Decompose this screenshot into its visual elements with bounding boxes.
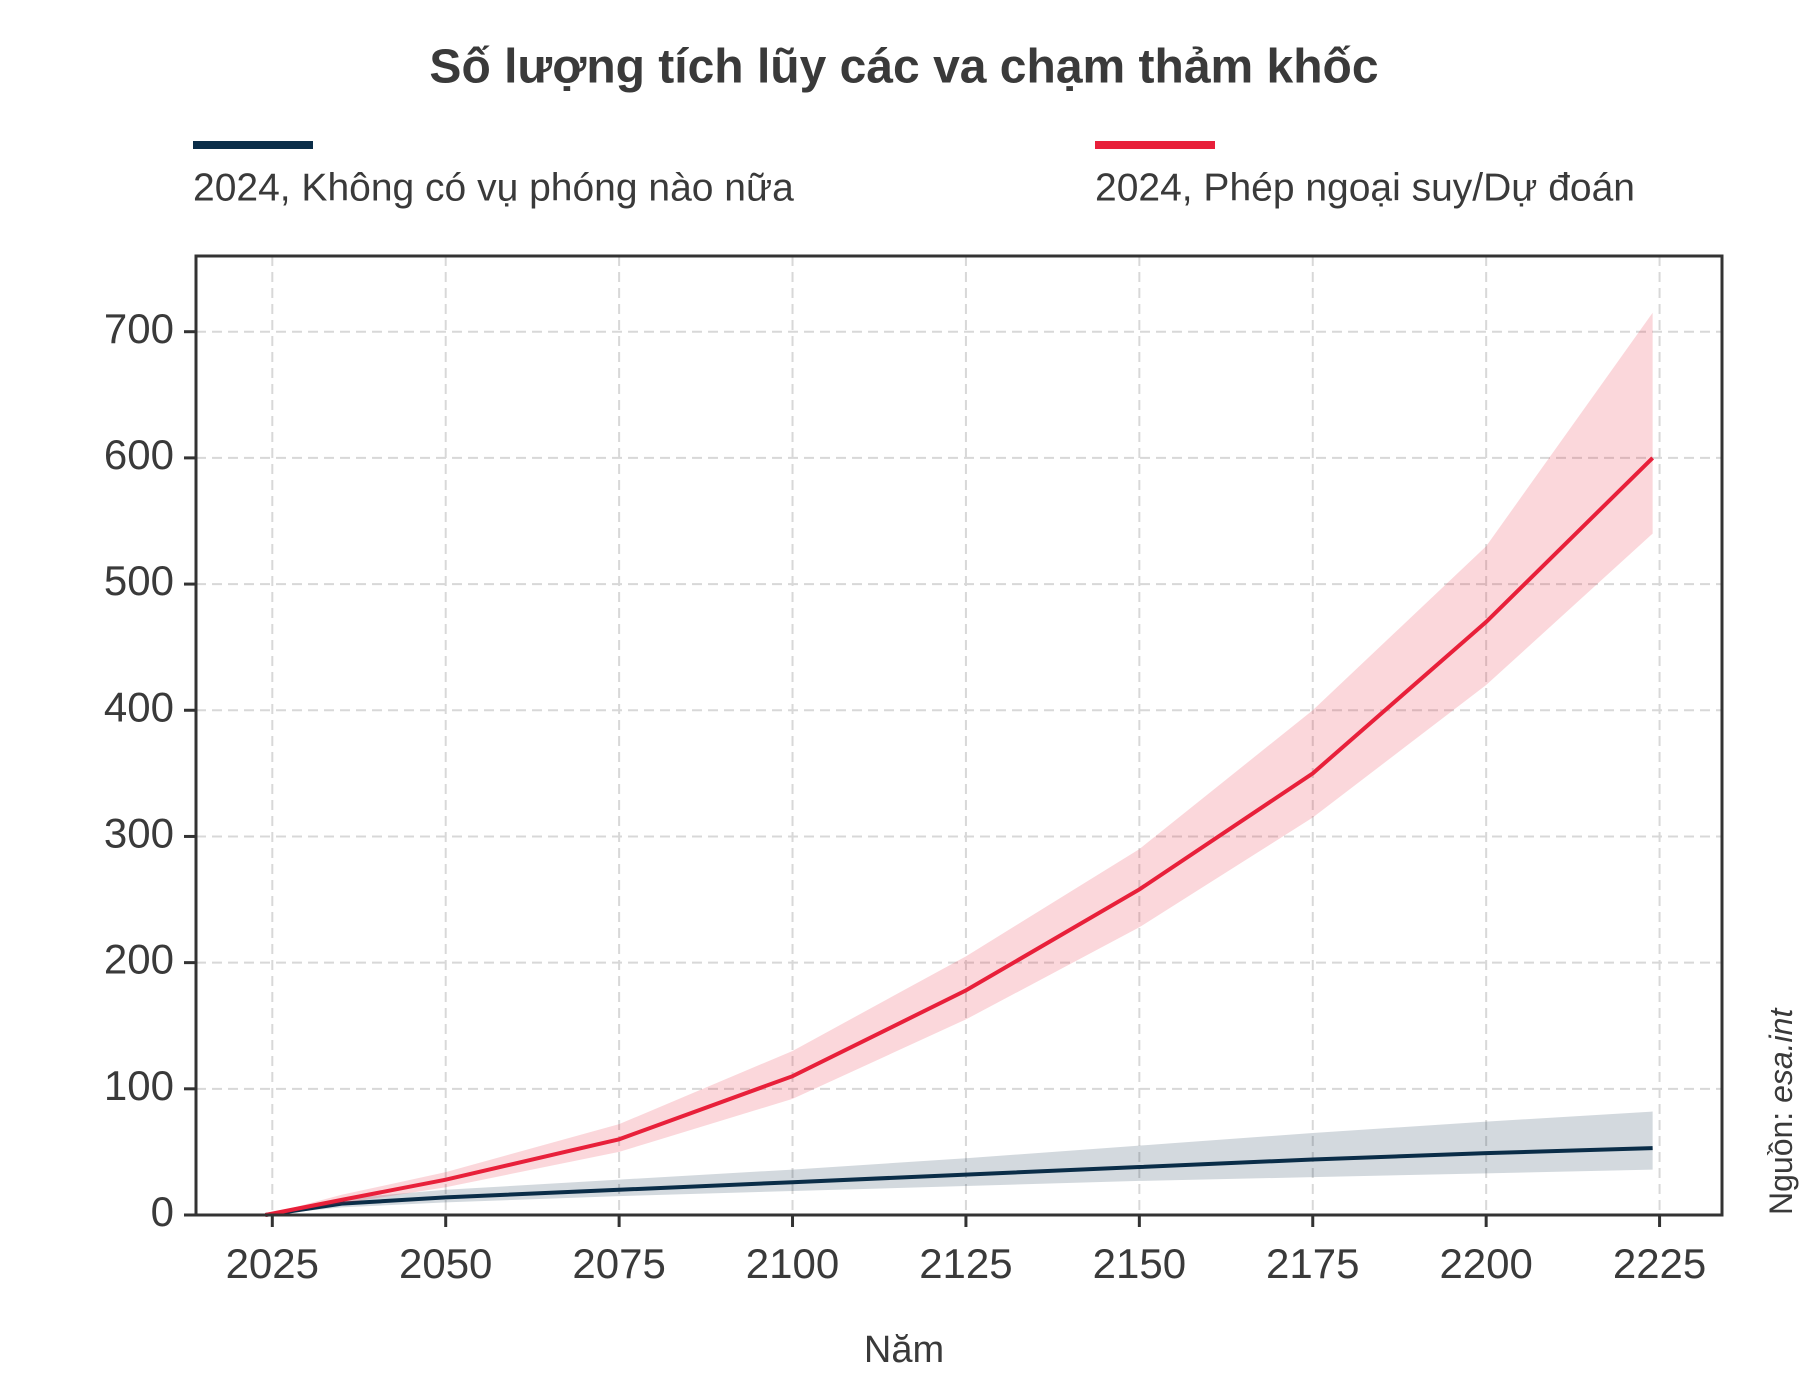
source-site: esa.int bbox=[1763, 1008, 1799, 1103]
chart-title: Số lượng tích lũy các va chạm thảm khốc bbox=[429, 41, 1378, 94]
y-tick-label: 200 bbox=[104, 936, 174, 983]
x-tick-label: 2100 bbox=[746, 1240, 839, 1287]
series-line bbox=[265, 1146, 1653, 1217]
x-tick-label: 2050 bbox=[399, 1240, 492, 1287]
x-tick-label: 2150 bbox=[1093, 1240, 1186, 1287]
y-tick-label: 400 bbox=[104, 683, 174, 730]
x-axis-label: Năm bbox=[864, 1329, 944, 1371]
y-tick-label: 100 bbox=[104, 1062, 174, 1109]
y-tick-label: 600 bbox=[104, 431, 174, 478]
x-tick-label: 2075 bbox=[572, 1240, 665, 1287]
source: Nguồn: esa.int bbox=[1763, 1008, 1799, 1215]
x-tick-label: 2225 bbox=[1613, 1240, 1706, 1287]
x-tick-label: 2175 bbox=[1266, 1240, 1359, 1287]
ensemble-band bbox=[265, 312, 1653, 1215]
source-label: Nguồn: bbox=[1763, 1112, 1799, 1215]
y-tick-label: 700 bbox=[104, 305, 174, 352]
legend-label: 2024, Không có vụ phóng nào nữa bbox=[193, 166, 794, 209]
x-tick-label: 2200 bbox=[1439, 1240, 1532, 1287]
y-tick-label: 500 bbox=[104, 557, 174, 604]
x-tick-label: 2125 bbox=[919, 1240, 1012, 1287]
series-line bbox=[264, 456, 1655, 1217]
legend-label: 2024, Phép ngoại suy/Dự đoán bbox=[1095, 166, 1635, 209]
plot-frame bbox=[194, 254, 1724, 1217]
y-tick-label: 0 bbox=[151, 1188, 174, 1235]
x-tick-label: 2025 bbox=[226, 1240, 319, 1287]
ensemble-band bbox=[265, 1111, 1653, 1215]
y-tick-label: 300 bbox=[104, 810, 174, 857]
